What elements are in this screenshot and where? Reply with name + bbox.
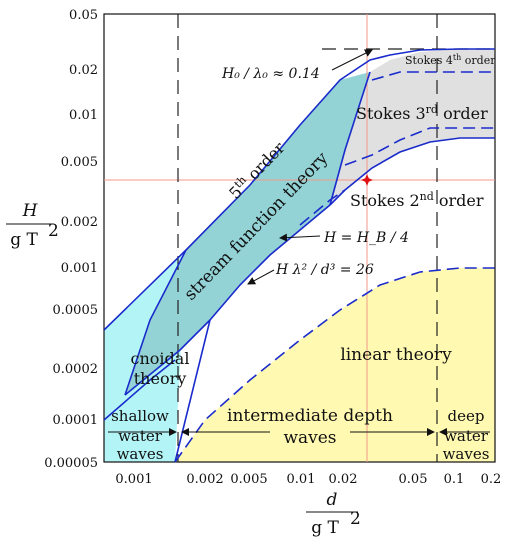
x-tick-0.2: 0.2 <box>481 472 502 487</box>
y-tick-labels: 0.00005 0.0001 0.0002 0.0005 0.001 0.002… <box>44 8 98 471</box>
yellow-region <box>175 268 495 462</box>
y-label-numerator: H <box>22 201 39 221</box>
x-tick-0.01: 0.01 <box>287 472 316 487</box>
y-label-denominator: g T <box>10 230 38 250</box>
stokes4-boundary-line <box>329 71 371 206</box>
plot-frame <box>103 13 496 463</box>
x-tick-0.05: 0.05 <box>399 472 428 487</box>
x-tick-0.001: 0.001 <box>115 472 152 487</box>
x-tick-0.02: 0.02 <box>329 472 358 487</box>
steepness-arrow <box>331 49 373 71</box>
y-tick-0.01: 0.01 <box>69 108 98 123</box>
grey-region <box>330 49 495 205</box>
dashed-boundaries <box>174 71 495 463</box>
y-tick-0.0002: 0.0002 <box>53 362 99 377</box>
shallow-label-line1: shallow <box>111 407 169 425</box>
y-tick-0.002: 0.002 <box>61 215 98 230</box>
steepness-annotation: H₀ / λ₀ ≈ 0.14 <box>221 66 320 82</box>
breaking-line <box>124 249 187 396</box>
y-tick-0.02: 0.02 <box>69 63 98 78</box>
y-tick-0.00005: 0.00005 <box>44 456 98 471</box>
y-tick-0.05: 0.05 <box>69 8 98 23</box>
y-tick-0.0001: 0.0001 <box>53 413 99 428</box>
y-axis-label: H g T 2 <box>6 201 59 250</box>
cnoidal-label-line2: theory <box>134 369 187 388</box>
intermediate-label-line1: intermediate depth <box>227 406 393 426</box>
ursell-arrow <box>247 269 275 285</box>
breaking-arrow <box>279 233 321 242</box>
linear-theory-label: linear theory <box>340 345 452 365</box>
cnoidal-lower-line <box>103 359 176 421</box>
deep-label-line3: waves <box>443 445 490 463</box>
upper-envelope-line <box>103 48 495 331</box>
x-tick-0.1: 0.1 <box>444 472 465 487</box>
ursell-annotation: H λ² / d³ = 26 <box>275 262 374 278</box>
red-star-marker <box>361 174 373 186</box>
y-label-denominator-exp: 2 <box>48 221 59 241</box>
stokes3-label: Stokes 3rd order <box>356 103 488 124</box>
linear-dashed-line <box>174 267 495 463</box>
shallow-label-line3: waves <box>117 445 164 463</box>
ursell-line <box>174 204 331 463</box>
x-tick-labels: 0.001 0.002 0.005 0.01 0.02 0.05 0.1 0.2 <box>115 472 501 487</box>
breaking-annotation: H = H_B / 4 <box>323 230 409 246</box>
stokes2-label: Stokes 2nd order <box>350 190 484 211</box>
cnoidal-label-line1: cnoidal <box>131 349 190 368</box>
teal-region <box>125 72 370 395</box>
y-tick-0.001: 0.001 <box>61 261 98 276</box>
fifth-lower-line <box>124 319 211 396</box>
y-tick-0.005: 0.005 <box>61 155 98 170</box>
intermediate-label-line2: waves <box>283 428 336 448</box>
stokes2-dashed-line <box>299 189 346 226</box>
x-tick-0.002: 0.002 <box>186 472 223 487</box>
deep-label-line1: deep <box>448 407 485 425</box>
x-label-denominator-exp: 2 <box>350 509 361 529</box>
x-tick-0.005: 0.005 <box>230 472 267 487</box>
deep-label-line2: water <box>444 427 489 445</box>
x-axis-label: d g T 2 <box>306 490 361 538</box>
shallow-label-line2: water <box>118 427 163 445</box>
x-label-numerator: d <box>327 490 338 510</box>
x-label-denominator: g T <box>311 518 339 538</box>
stokes3-dashed-line <box>344 127 495 166</box>
y-tick-0.0005: 0.0005 <box>53 303 99 318</box>
stokes4-label: Stokes 4th order <box>405 53 496 68</box>
stokes4-dashed-line <box>371 71 495 81</box>
